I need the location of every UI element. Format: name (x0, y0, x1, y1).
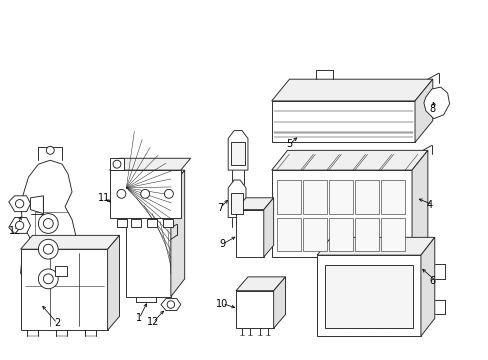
Polygon shape (170, 170, 184, 297)
Text: 1: 1 (136, 313, 142, 323)
Bar (354, 180, 378, 213)
Circle shape (117, 189, 125, 198)
Text: 12: 12 (8, 226, 21, 237)
Circle shape (43, 274, 53, 284)
Text: 7: 7 (217, 203, 223, 213)
Polygon shape (228, 131, 247, 170)
Polygon shape (317, 255, 420, 336)
Polygon shape (236, 277, 285, 291)
Polygon shape (236, 291, 273, 328)
Bar (276, 217, 300, 251)
Polygon shape (414, 79, 432, 143)
Polygon shape (271, 150, 427, 170)
Text: 3: 3 (232, 145, 238, 156)
Polygon shape (231, 143, 244, 165)
Text: 8: 8 (429, 104, 435, 114)
Bar (328, 180, 352, 213)
Polygon shape (236, 210, 263, 257)
Bar (302, 180, 326, 213)
Polygon shape (263, 198, 273, 257)
Circle shape (39, 239, 58, 259)
Text: 11: 11 (97, 193, 109, 203)
Circle shape (43, 244, 53, 254)
Polygon shape (109, 158, 124, 170)
Bar (354, 217, 378, 251)
Polygon shape (147, 219, 157, 228)
Polygon shape (20, 235, 119, 249)
Polygon shape (126, 188, 170, 297)
Polygon shape (109, 158, 190, 170)
Circle shape (167, 301, 174, 308)
Polygon shape (9, 196, 30, 212)
Polygon shape (30, 196, 43, 213)
Circle shape (46, 147, 54, 154)
Text: 2: 2 (54, 318, 60, 328)
Bar (328, 217, 352, 251)
Polygon shape (273, 277, 285, 328)
Polygon shape (411, 150, 427, 257)
Polygon shape (117, 219, 127, 228)
Polygon shape (20, 160, 76, 296)
Circle shape (16, 221, 24, 230)
Polygon shape (423, 87, 448, 119)
Circle shape (113, 160, 121, 168)
Polygon shape (161, 298, 181, 310)
Bar (302, 217, 326, 251)
Bar (380, 180, 404, 213)
Circle shape (39, 269, 58, 289)
Text: 12: 12 (146, 317, 159, 327)
Polygon shape (20, 249, 107, 330)
Text: 4: 4 (426, 200, 432, 210)
Polygon shape (325, 265, 412, 328)
Polygon shape (228, 180, 245, 217)
Text: 6: 6 (429, 276, 435, 286)
Polygon shape (271, 79, 432, 101)
Bar (276, 180, 300, 213)
Polygon shape (107, 235, 119, 330)
Text: 10: 10 (216, 298, 228, 309)
Circle shape (43, 219, 53, 229)
Polygon shape (9, 217, 30, 233)
Polygon shape (163, 219, 172, 228)
Circle shape (39, 213, 58, 233)
Text: 5: 5 (286, 139, 292, 149)
Polygon shape (109, 170, 181, 217)
Circle shape (164, 189, 173, 198)
Circle shape (16, 199, 24, 208)
Polygon shape (271, 170, 411, 257)
Polygon shape (236, 198, 273, 210)
Bar (55, 266, 67, 276)
Text: 9: 9 (219, 239, 225, 249)
Polygon shape (126, 170, 184, 188)
Polygon shape (317, 237, 434, 255)
Circle shape (141, 189, 149, 198)
Polygon shape (271, 101, 414, 143)
Polygon shape (420, 237, 434, 336)
Bar (380, 217, 404, 251)
Polygon shape (231, 193, 243, 213)
Polygon shape (131, 219, 141, 228)
